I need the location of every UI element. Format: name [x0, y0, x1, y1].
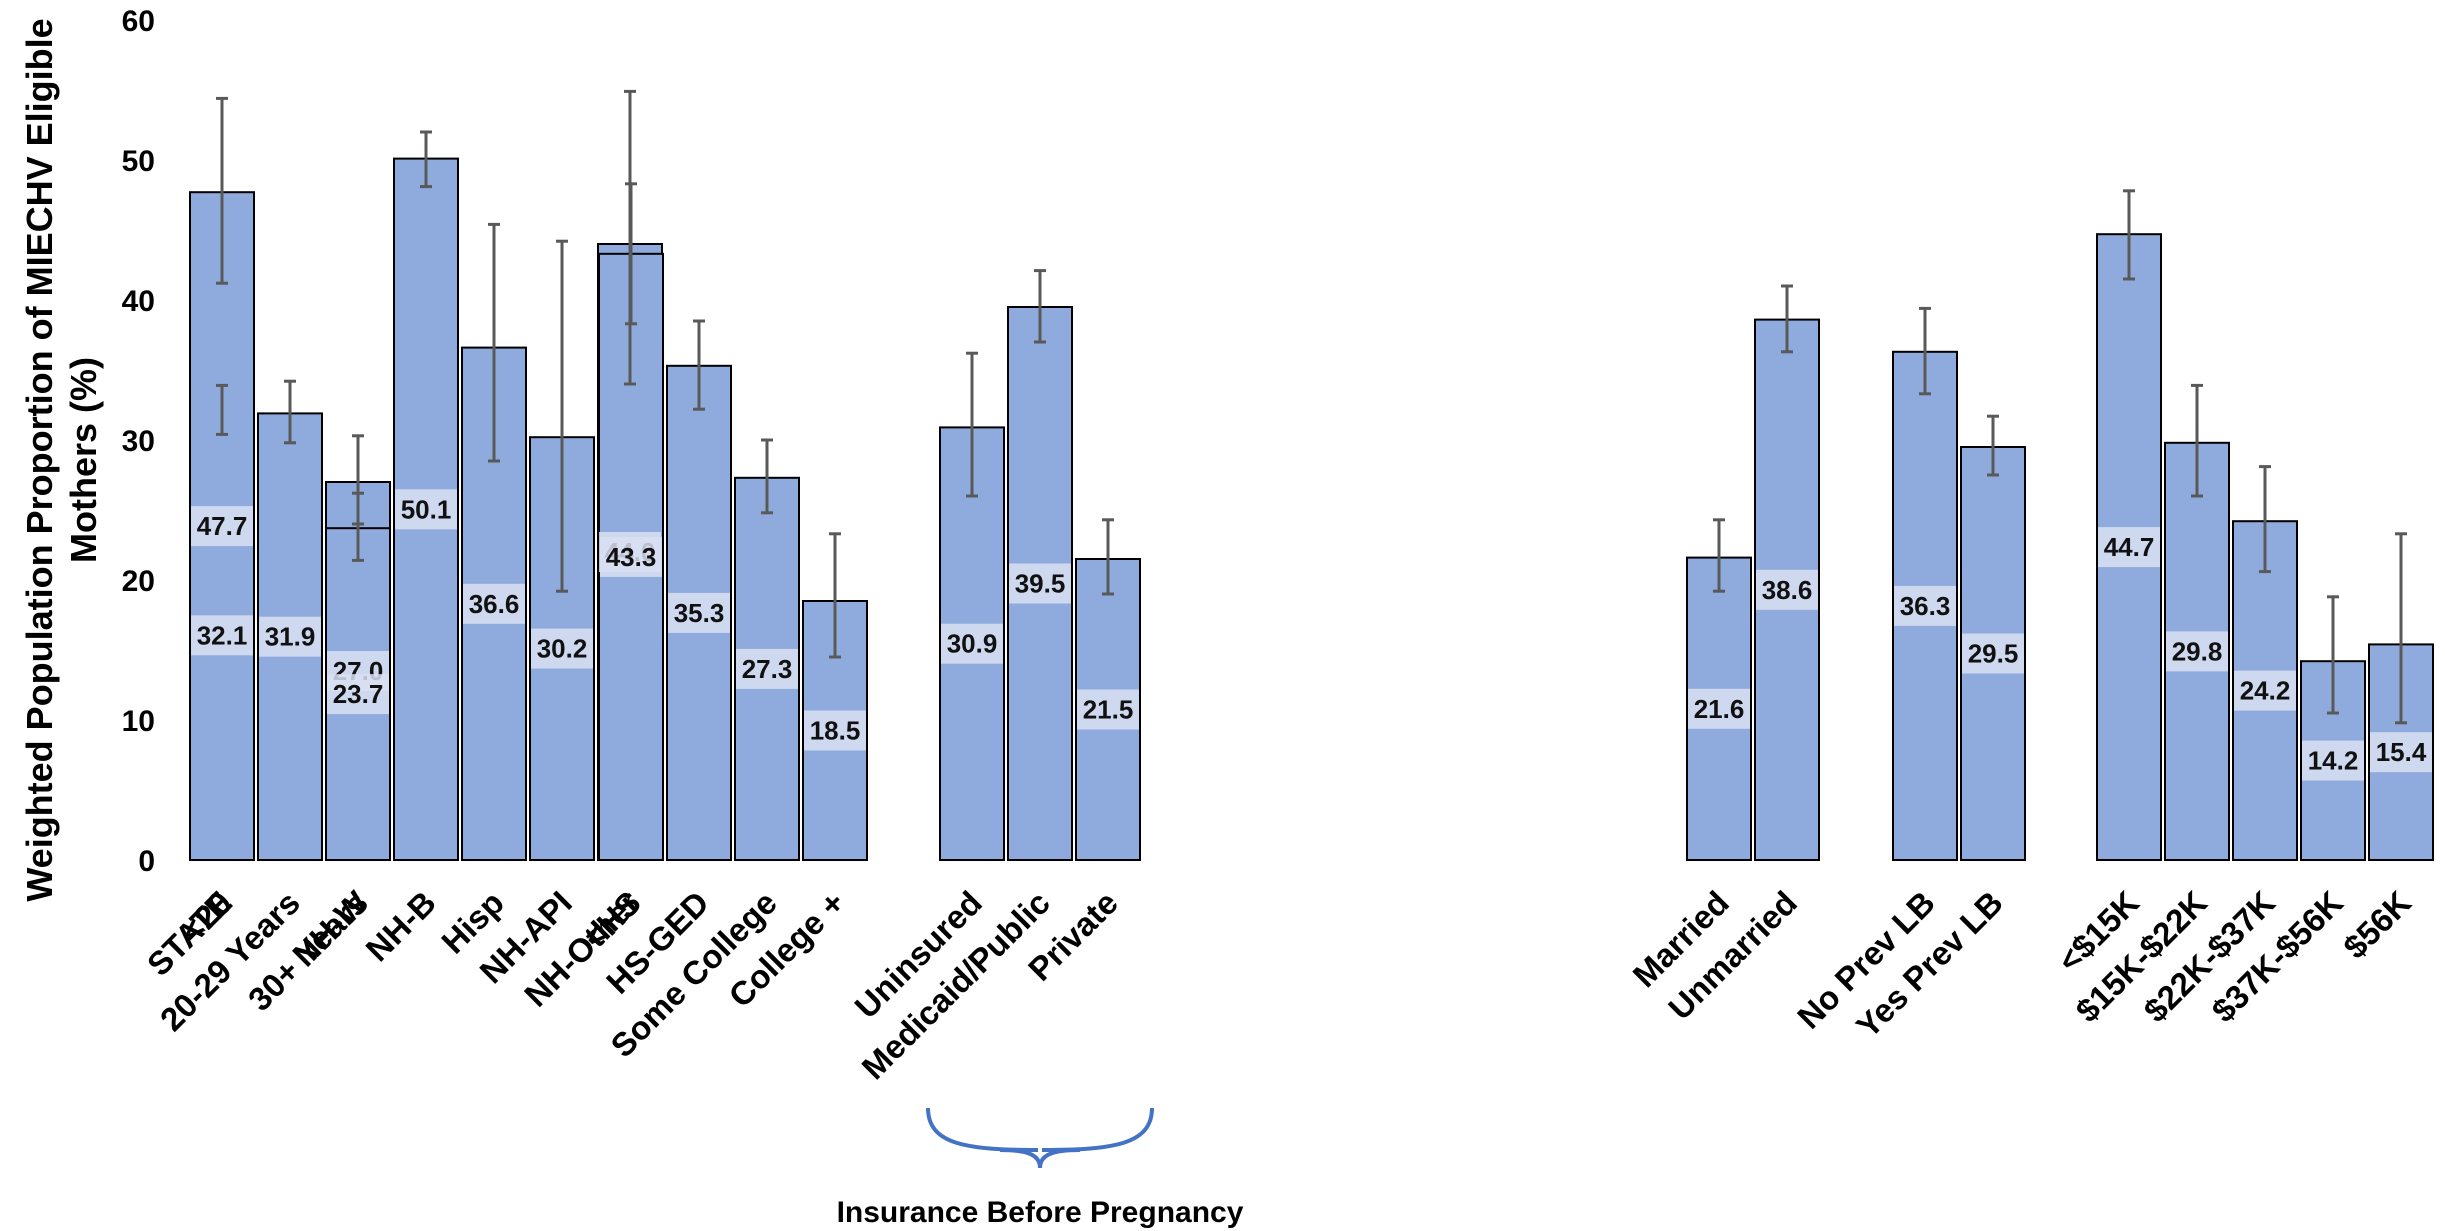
x-tick-label: NH-W — [285, 883, 375, 973]
y-tick-label: 60 — [122, 5, 155, 38]
svg-text:44.7: 44.7 — [2104, 532, 2155, 562]
data-label: 24.2 — [2234, 670, 2296, 711]
svg-text:29.5: 29.5 — [1968, 639, 2019, 669]
y-tick-label: 20 — [122, 565, 155, 598]
error-bar — [1102, 518, 1114, 596]
bars — [189, 157, 2434, 862]
svg-text:43.3: 43.3 — [606, 542, 657, 572]
error-bar — [1713, 518, 1725, 593]
svg-text:39.5: 39.5 — [1015, 569, 1066, 599]
error-bar — [1987, 414, 1999, 477]
svg-text:36.6: 36.6 — [469, 589, 520, 619]
y-tick-label: 10 — [122, 705, 155, 738]
y-tick-labels: 0 10 20 30 40 50 60 — [122, 5, 155, 878]
error-bar — [284, 379, 296, 445]
data-label: 30.2 — [531, 628, 593, 669]
y-tick-label: 30 — [122, 425, 155, 458]
data-label: 14.2 — [2302, 740, 2364, 781]
brace-icon — [926, 1107, 1154, 1169]
data-labels: 32.147.731.927.023.750.136.630.244.043.3… — [191, 489, 2432, 781]
error-bar — [216, 383, 228, 436]
data-label: 50.1 — [395, 489, 457, 530]
error-bar — [352, 491, 364, 562]
y-tick-label: 50 — [122, 145, 155, 178]
error-bar — [761, 438, 773, 515]
data-label: 36.3 — [1894, 585, 1956, 626]
svg-text:30.9: 30.9 — [947, 629, 998, 659]
svg-text:21.5: 21.5 — [1083, 695, 1134, 725]
error-bar — [829, 532, 841, 659]
data-label: 31.9 — [259, 616, 321, 657]
y-axis-label: Weighted Population Proportion of MIECHV… — [19, 18, 104, 901]
data-label: 38.6 — [1756, 569, 1818, 610]
y-tick-label: 40 — [122, 285, 155, 318]
error-bar — [693, 319, 705, 411]
error-bar — [1919, 306, 1931, 396]
error-bar — [2395, 532, 2407, 725]
y-tick-label: 0 — [138, 845, 155, 878]
svg-text:50.1: 50.1 — [401, 494, 452, 524]
error-bar — [2259, 465, 2271, 574]
data-label: 27.3 — [736, 648, 798, 689]
data-label: 21.5 — [1077, 689, 1139, 730]
data-label: 47.7 — [191, 506, 253, 547]
y-axis-title-line: Weighted Population Proportion of MIECHV… — [19, 18, 60, 901]
error-bar — [216, 96, 228, 285]
svg-text:14.2: 14.2 — [2308, 746, 2359, 776]
y-axis-title-line: Mothers (%) — [63, 357, 104, 563]
svg-text:47.7: 47.7 — [197, 511, 248, 541]
x-tick-label: $56K — [2336, 884, 2418, 966]
error-bar — [2327, 595, 2339, 715]
data-label: 18.5 — [804, 710, 866, 751]
data-label: 39.5 — [1009, 563, 1071, 604]
error-bar — [420, 130, 432, 189]
annotation-label: Insurance Before Pregnancy — [837, 1196, 1244, 1229]
svg-text:31.9: 31.9 — [265, 622, 316, 652]
error-bar — [1034, 269, 1046, 344]
error-bar — [2123, 189, 2135, 281]
svg-text:27.3: 27.3 — [742, 654, 793, 684]
svg-text:38.6: 38.6 — [1762, 575, 1813, 605]
data-label: 36.6 — [463, 583, 525, 624]
svg-text:18.5: 18.5 — [810, 716, 861, 746]
x-tick-label: NH-B — [358, 884, 442, 968]
svg-text:35.3: 35.3 — [674, 598, 725, 628]
data-label: 15.4 — [2370, 732, 2432, 773]
data-label: 32.1 — [191, 615, 253, 656]
data-label: 44.7 — [2098, 527, 2160, 568]
error-bar — [488, 222, 500, 463]
svg-text:21.6: 21.6 — [1694, 694, 1745, 724]
error-bars — [216, 89, 2407, 725]
svg-text:36.3: 36.3 — [1900, 591, 1951, 621]
error-bar — [625, 182, 637, 326]
svg-text:24.2: 24.2 — [2240, 676, 2291, 706]
data-label: 29.8 — [2166, 631, 2228, 672]
svg-text:30.2: 30.2 — [537, 634, 588, 664]
data-label: 21.6 — [1688, 688, 1750, 729]
svg-text:29.8: 29.8 — [2172, 636, 2223, 666]
error-bar — [2191, 383, 2203, 498]
error-bar — [1781, 284, 1793, 354]
svg-text:23.7: 23.7 — [333, 679, 384, 709]
data-label: 30.9 — [941, 623, 1003, 664]
svg-text:32.1: 32.1 — [197, 620, 248, 650]
data-label: 29.5 — [1962, 633, 2024, 674]
data-label: 43.3 — [600, 536, 662, 577]
error-bar — [966, 351, 978, 498]
data-label: 23.7 — [327, 674, 389, 715]
data-label: 35.3 — [668, 592, 730, 633]
error-bar — [556, 239, 568, 593]
svg-text:15.4: 15.4 — [2376, 737, 2427, 767]
group-annotation: Insurance Before Pregnancy — [837, 1107, 1244, 1229]
